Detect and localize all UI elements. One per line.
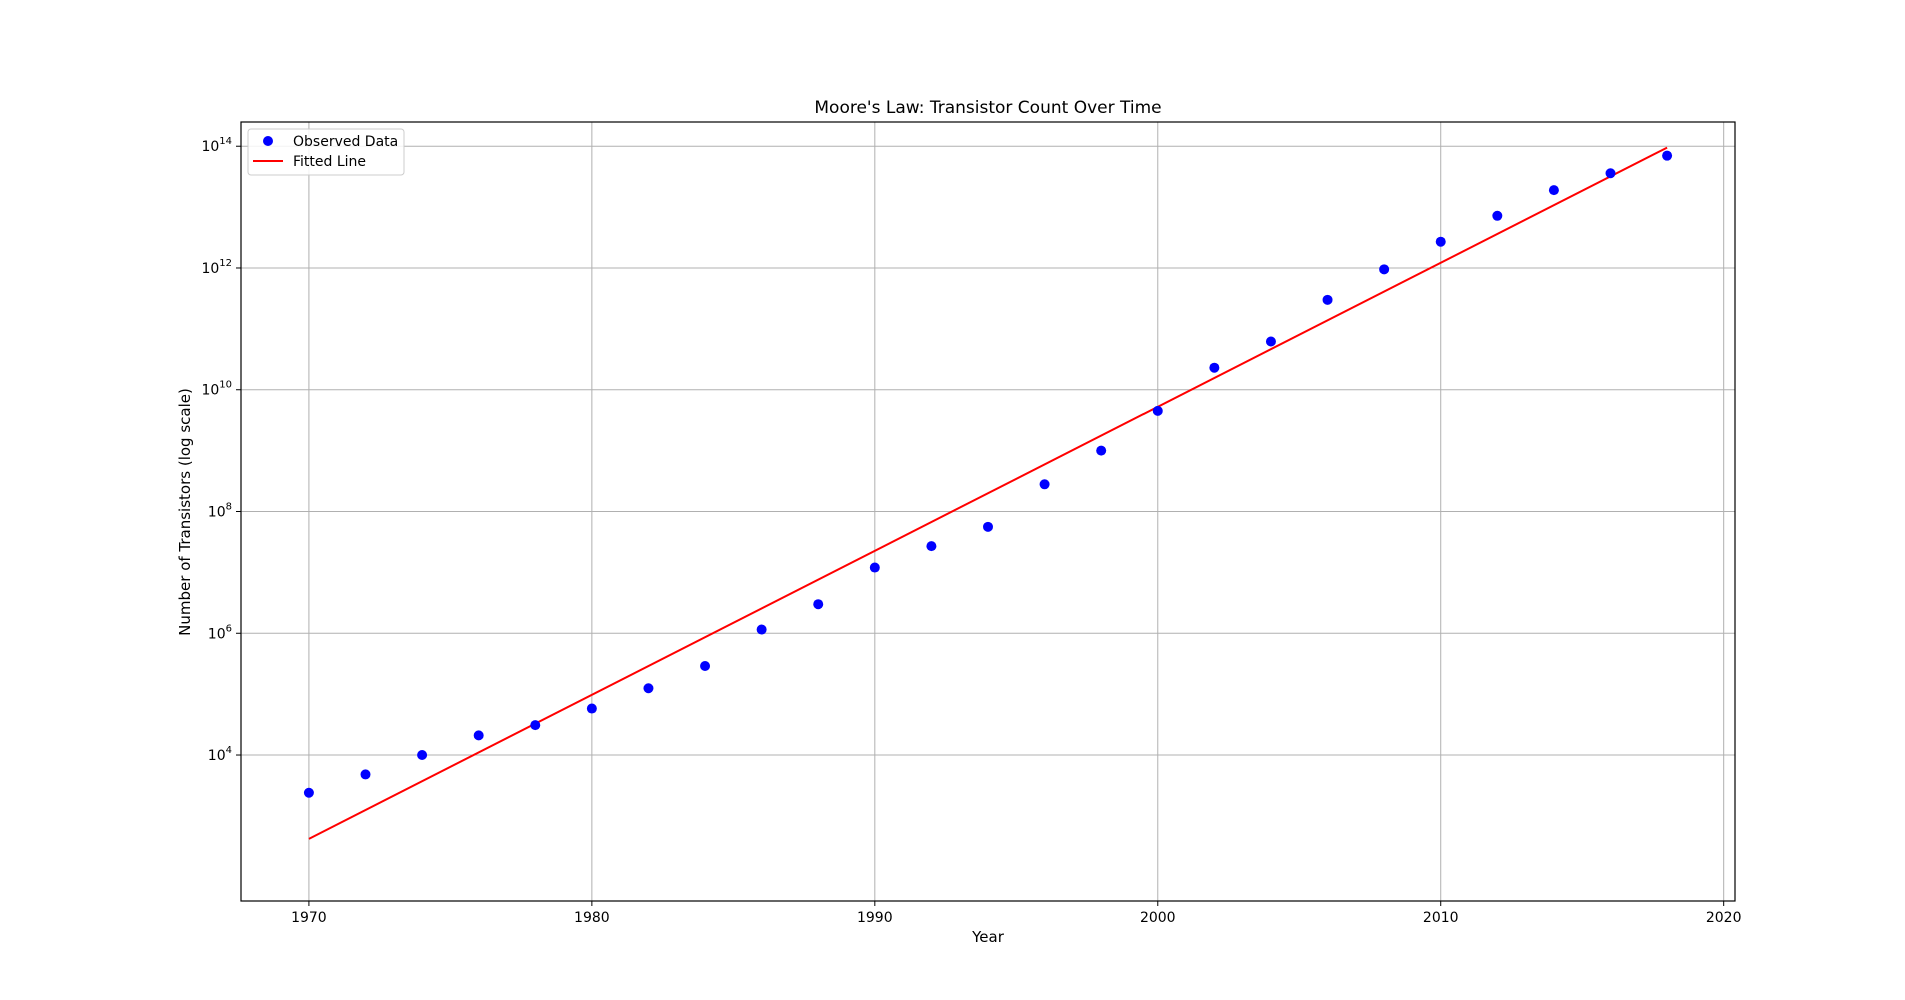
y-axis-label: Number of Transistors (log scale): [176, 388, 194, 636]
x-tick-label: 1980: [574, 910, 610, 926]
y-tick-label: 1014: [201, 136, 232, 155]
observed-data-point: [303, 787, 314, 798]
y-tick-label-base: 10: [208, 626, 226, 642]
legend-fitted-label: Fitted Line: [293, 154, 366, 170]
x-tick-label: 1990: [857, 910, 893, 926]
observed-data-point: [926, 541, 937, 552]
y-tick-label: 106: [208, 623, 232, 642]
observed-data-point: [813, 599, 824, 610]
x-tick-label: 1970: [291, 910, 327, 926]
x-tick-label: 2010: [1423, 910, 1459, 926]
y-tick-label: 104: [208, 745, 232, 764]
observed-data-point: [1152, 405, 1163, 416]
observed-data-point: [1265, 336, 1276, 347]
observed-points-layer: [303, 150, 1673, 798]
observed-data-point: [1322, 294, 1333, 305]
y-tick-label: 1012: [201, 258, 232, 277]
y-tick-label-exponent: 14: [219, 136, 232, 147]
y-tick-label: 108: [208, 502, 232, 521]
legend-box: [247, 128, 405, 176]
chart-title: Moore's Law: Transistor Count Over Time: [814, 98, 1161, 118]
observed-data-point: [756, 624, 767, 635]
y-tick-label-exponent: 8: [226, 502, 232, 513]
observed-data-point: [643, 683, 654, 694]
y-tick-label-exponent: 4: [226, 745, 232, 756]
observed-data-point: [1096, 445, 1107, 456]
legend: Observed Data Fitted Line: [247, 128, 405, 176]
legend-observed-label: Observed Data: [293, 134, 398, 150]
y-tick-label-base: 10: [208, 748, 226, 764]
x-axis-ticks: 1970 1980 1990 2000 2010 2020: [291, 901, 1742, 926]
y-tick-label-exponent: 6: [226, 623, 232, 634]
observed-data-point: [869, 562, 880, 573]
y-tick-label-base: 10: [201, 383, 219, 399]
observed-data-point: [1039, 479, 1050, 490]
y-tick-label-base: 10: [201, 261, 219, 277]
x-tick-label: 2020: [1706, 910, 1742, 926]
observed-data-point: [1209, 362, 1220, 373]
observed-data-point: [983, 521, 993, 532]
observed-data-point: [1662, 150, 1673, 161]
observed-data-point: [1605, 168, 1616, 179]
observed-data-point: [700, 660, 711, 671]
observed-data-point: [417, 750, 428, 761]
grid-lines: [241, 122, 1735, 901]
observed-data-point: [1492, 210, 1503, 221]
y-tick-label-base: 10: [201, 139, 219, 155]
observed-data-point: [473, 730, 484, 741]
observed-data-point: [1379, 264, 1390, 275]
observed-data-point: [1435, 236, 1446, 247]
y-tick-label-base: 10: [208, 505, 226, 521]
y-tick-label-exponent: 10: [219, 380, 232, 391]
y-tick-label-exponent: 12: [219, 258, 232, 269]
observed-data-point: [530, 720, 541, 731]
observed-data-point: [586, 703, 597, 714]
observed-data-point: [1548, 185, 1559, 196]
x-tick-label: 2000: [1140, 910, 1176, 926]
observed-data-point: [360, 769, 371, 780]
legend-observed-marker: [263, 136, 273, 146]
y-tick-label: 1010: [201, 380, 232, 399]
x-axis-label: Year: [971, 928, 1005, 946]
